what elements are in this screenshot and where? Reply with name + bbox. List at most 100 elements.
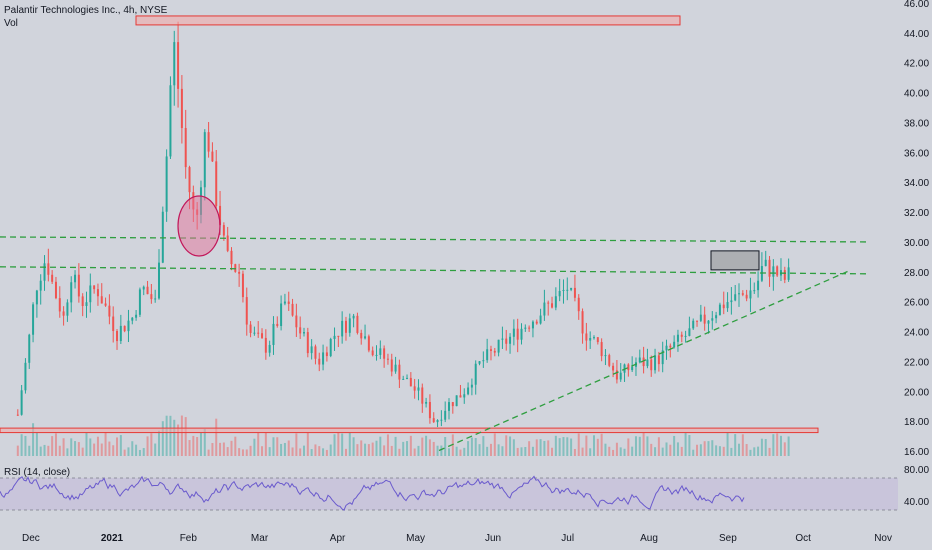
candle-body — [764, 259, 767, 267]
volume-bar — [142, 448, 145, 456]
candle-body — [528, 327, 531, 329]
candle-body — [364, 336, 367, 339]
candle-body — [35, 290, 38, 305]
volume-bar — [684, 433, 687, 456]
price-axis[interactable]: 46.00 44.00 42.00 40.00 38.00 36.00 34.00 32.00… — [904, 0, 929, 458]
volume-bar — [474, 438, 477, 456]
volume-label: Vol — [4, 18, 18, 29]
price-tick-label: 30.00 — [904, 238, 929, 249]
volume-bar — [249, 445, 252, 456]
drawing-annotations[interactable] — [0, 15, 867, 452]
price-tick-label: 40.00 — [904, 89, 929, 100]
volume-bar — [24, 435, 27, 456]
highlight-ellipse — [177, 195, 221, 257]
candle-body — [753, 290, 756, 292]
support-zone-bottom — [0, 427, 819, 434]
volume-bar — [535, 439, 538, 456]
candle-body — [741, 293, 744, 295]
candle-body — [718, 304, 721, 316]
candle-body — [596, 337, 599, 343]
volume-bar — [432, 441, 435, 456]
candle-body — [715, 315, 718, 319]
time-tick-label: Apr — [330, 533, 346, 544]
volume-bar — [325, 449, 328, 456]
candle-body — [474, 363, 477, 385]
candle-body — [66, 302, 69, 316]
volume-bar — [676, 442, 679, 456]
volume-bar — [497, 444, 500, 456]
volume-bar — [596, 438, 599, 456]
volume-bar — [489, 443, 492, 456]
candle-body — [615, 370, 618, 380]
candle-body — [646, 359, 649, 367]
volume-bar — [417, 445, 420, 456]
candle-body — [188, 167, 191, 193]
volume-bar — [123, 449, 126, 456]
volume-bar — [634, 436, 637, 456]
time-tick-label: Nov — [874, 533, 892, 544]
volume-bar — [28, 445, 31, 456]
time-tick-label: Oct — [795, 533, 811, 544]
time-axis[interactable]: Dec 2021 Feb Mar Apr May Jun Jul Aug Sep Oct Nov — [22, 533, 892, 544]
price-tick-label: 44.00 — [904, 29, 929, 40]
rsi-tick-label: 80.00 — [904, 465, 929, 476]
candle-body — [612, 365, 615, 371]
candle-body — [463, 394, 466, 398]
volume-bar — [150, 433, 153, 456]
volume-bar — [16, 445, 19, 456]
volume-bar — [768, 447, 771, 456]
volume-bar — [100, 443, 103, 456]
volume-bar — [585, 435, 588, 456]
candle-body — [123, 325, 126, 332]
candle-body — [116, 331, 119, 342]
volume-bar — [501, 446, 504, 456]
volume-bar — [51, 436, 54, 456]
candle-body — [444, 410, 447, 420]
volume-bar — [211, 442, 214, 456]
candle-body — [425, 401, 428, 404]
candle-body — [421, 387, 424, 404]
candle-body — [119, 325, 122, 342]
candle-body — [398, 364, 401, 380]
candle-body — [665, 345, 668, 351]
candle-body — [768, 259, 771, 277]
volume-bar — [657, 437, 660, 456]
volume-bar — [287, 440, 290, 456]
volume-bar — [505, 435, 508, 456]
volume-bar — [322, 448, 325, 456]
volume-bar — [516, 447, 519, 456]
candle-body — [184, 128, 187, 168]
price-tick-label: 16.00 — [904, 447, 929, 458]
volume-bar — [440, 445, 443, 456]
dashed-resistance-line-upper — [0, 236, 867, 243]
candlestick-series — [16, 21, 790, 428]
volume-bar — [352, 437, 355, 456]
candle-body — [638, 357, 641, 363]
volume-bar — [177, 424, 180, 456]
candle-body — [127, 320, 130, 332]
price-tick-label: 42.00 — [904, 59, 929, 70]
volume-bar — [703, 441, 706, 456]
candle-body — [383, 348, 386, 359]
candle-body — [684, 335, 687, 337]
volume-bar — [299, 448, 302, 456]
volume-bar — [604, 443, 607, 456]
candle-body — [39, 280, 42, 291]
volume-bars — [16, 415, 790, 456]
candle-body — [32, 304, 35, 335]
volume-bar — [665, 442, 668, 456]
candle-body — [177, 42, 180, 89]
volume-bar — [524, 447, 527, 456]
candle-body — [486, 349, 489, 361]
volume-bar — [749, 449, 752, 456]
candle-body — [787, 267, 790, 280]
candle-body — [738, 293, 741, 295]
candle-body — [58, 298, 61, 312]
candle-body — [272, 323, 275, 345]
volume-bar — [344, 448, 347, 456]
volume-bar — [478, 444, 481, 456]
rsi-label: RSI (14, close) — [4, 467, 71, 478]
candle-body — [489, 349, 492, 351]
symbol-label: Palantir Technologies Inc., 4h, NYSE — [4, 5, 168, 16]
